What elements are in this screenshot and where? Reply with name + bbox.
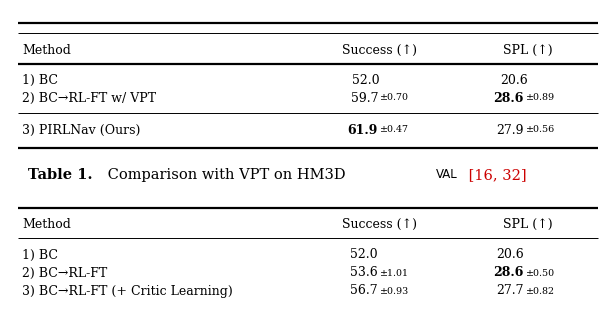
Text: 20.6: 20.6 [500, 74, 528, 86]
Text: 28.6: 28.6 [493, 266, 524, 280]
Text: 27.7: 27.7 [496, 285, 524, 297]
Text: 61.9: 61.9 [347, 124, 378, 136]
Text: 1) BC: 1) BC [22, 74, 58, 86]
Text: 59.7: 59.7 [351, 91, 378, 104]
Text: 27.9: 27.9 [496, 124, 524, 136]
Text: VAL: VAL [436, 168, 458, 181]
Text: ±0.82: ±0.82 [526, 287, 555, 295]
Text: Method: Method [22, 217, 71, 230]
Text: ±0.93: ±0.93 [380, 287, 409, 295]
Text: ±0.89: ±0.89 [526, 93, 555, 102]
Text: ±0.56: ±0.56 [526, 126, 555, 134]
Text: Table 1.: Table 1. [28, 168, 92, 182]
Text: [16, 32]: [16, 32] [464, 168, 527, 182]
Text: 1) BC: 1) BC [22, 249, 58, 261]
Text: SPL (↑): SPL (↑) [503, 43, 553, 56]
Text: ±0.70: ±0.70 [380, 93, 409, 102]
Text: Comparison with VPT on HM3D: Comparison with VPT on HM3D [103, 168, 346, 182]
Text: ±0.50: ±0.50 [526, 268, 555, 278]
Text: ±0.47: ±0.47 [380, 126, 409, 134]
Text: ±1.01: ±1.01 [380, 268, 409, 278]
Text: Method: Method [22, 43, 71, 56]
Text: 20.6: 20.6 [496, 249, 524, 261]
Text: Success (↑): Success (↑) [342, 43, 418, 56]
Text: SPL (↑): SPL (↑) [503, 217, 553, 230]
Text: 28.6: 28.6 [493, 91, 524, 104]
Text: 56.7: 56.7 [351, 285, 378, 297]
Text: 53.6: 53.6 [351, 266, 378, 280]
Text: 2) BC→RL-FT w/ VPT: 2) BC→RL-FT w/ VPT [22, 91, 156, 104]
Text: 2) BC→RL-FT: 2) BC→RL-FT [22, 266, 107, 280]
Text: Success (↑): Success (↑) [342, 217, 418, 230]
Text: 3) PIRLNav (Ours): 3) PIRLNav (Ours) [22, 124, 140, 136]
Text: 52.0: 52.0 [352, 74, 380, 86]
Text: 3) BC→RL-FT (+ Critic Learning): 3) BC→RL-FT (+ Critic Learning) [22, 285, 233, 297]
Text: 52.0: 52.0 [351, 249, 378, 261]
